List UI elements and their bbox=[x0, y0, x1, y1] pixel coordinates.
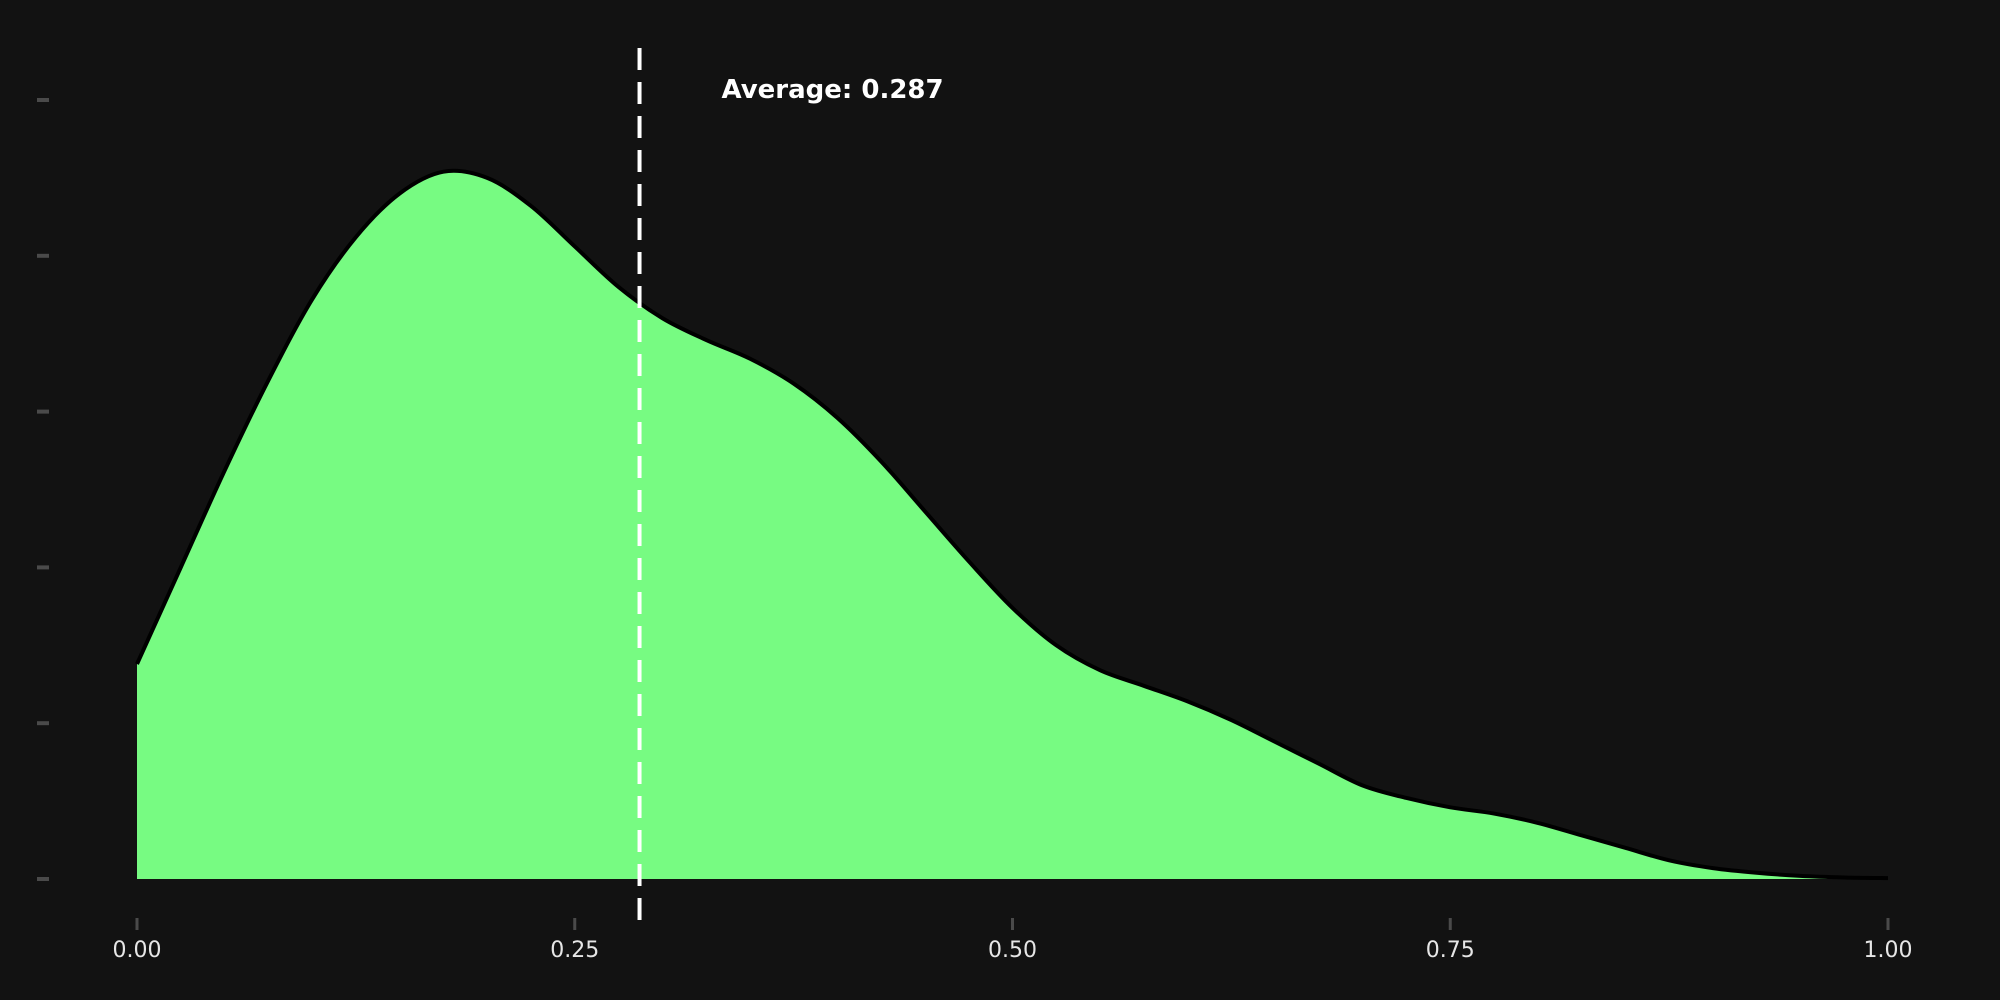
x-tick-label-3: 0.75 bbox=[1426, 938, 1475, 963]
x-tick-label-4: 1.00 bbox=[1864, 938, 1913, 963]
x-tick-label-2: 0.50 bbox=[988, 938, 1037, 963]
x-tick-label-1: 0.25 bbox=[550, 938, 599, 963]
density-area bbox=[137, 170, 1888, 879]
average-label: Average: 0.287 bbox=[722, 75, 944, 105]
x-axis: 0.00 0.25 0.50 0.75 1.00 bbox=[113, 918, 1913, 963]
density-line bbox=[135, 168, 1889, 881]
x-tick-label-0: 0.00 bbox=[113, 938, 162, 963]
y-axis-ticks bbox=[37, 98, 49, 881]
